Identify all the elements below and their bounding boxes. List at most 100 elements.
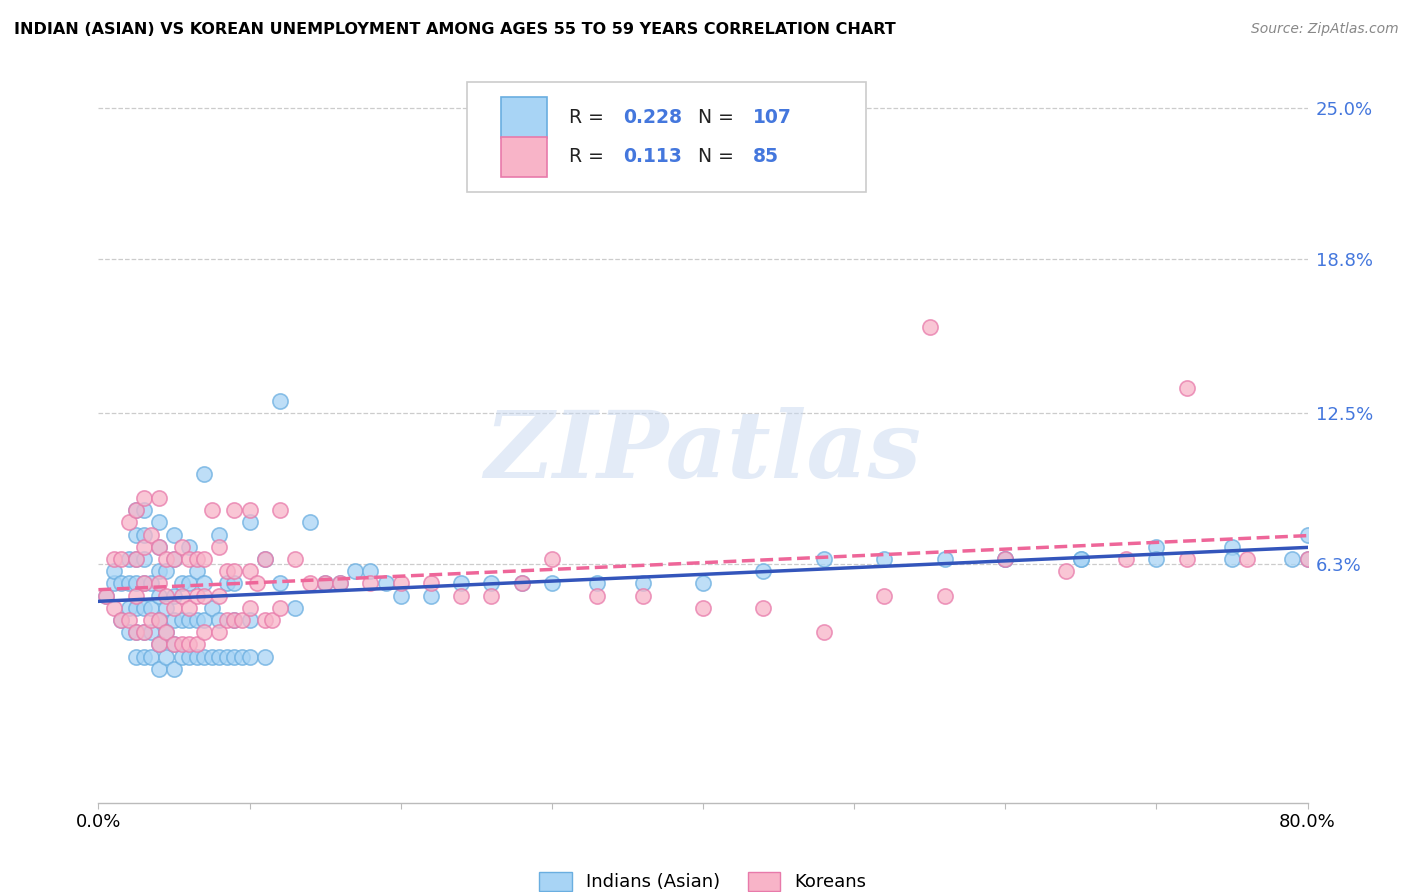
- Point: [1115, 552, 1137, 566]
- Text: ZIPatlas: ZIPatlas: [485, 407, 921, 497]
- Point: [224, 613, 246, 627]
- Point: [94, 589, 117, 603]
- Point: [201, 600, 224, 615]
- Point: [118, 552, 141, 566]
- Text: 0.228: 0.228: [623, 108, 682, 127]
- Point: [1296, 527, 1319, 541]
- Point: [586, 576, 609, 591]
- Point: [163, 637, 186, 651]
- Point: [148, 637, 170, 651]
- Point: [481, 576, 503, 591]
- Point: [118, 600, 141, 615]
- Point: [752, 600, 775, 615]
- Point: [420, 589, 443, 603]
- Point: [125, 503, 148, 517]
- Point: [163, 600, 186, 615]
- Point: [994, 552, 1017, 566]
- Point: [193, 576, 215, 591]
- Point: [125, 552, 148, 566]
- Text: R =: R =: [569, 108, 610, 127]
- Legend: Indians (Asian), Koreans: Indians (Asian), Koreans: [530, 863, 876, 892]
- Point: [1144, 552, 1167, 566]
- Point: [170, 576, 193, 591]
- Point: [179, 552, 201, 566]
- Point: [163, 613, 186, 627]
- Point: [360, 576, 382, 591]
- Point: [201, 649, 224, 664]
- Point: [148, 589, 170, 603]
- Point: [148, 662, 170, 676]
- Point: [253, 552, 276, 566]
- Point: [148, 516, 170, 530]
- Point: [141, 527, 163, 541]
- Point: [118, 613, 141, 627]
- Point: [752, 564, 775, 578]
- Point: [125, 552, 148, 566]
- Point: [148, 576, 170, 591]
- Point: [374, 576, 396, 591]
- Text: 107: 107: [752, 108, 792, 127]
- Point: [239, 564, 262, 578]
- Point: [329, 576, 352, 591]
- Point: [132, 576, 155, 591]
- Point: [239, 649, 262, 664]
- Point: [510, 576, 533, 591]
- Point: [1296, 552, 1319, 566]
- Point: [215, 649, 238, 664]
- Point: [193, 613, 215, 627]
- Point: [163, 552, 186, 566]
- Point: [155, 625, 177, 640]
- Point: [193, 625, 215, 640]
- Point: [481, 589, 503, 603]
- Point: [934, 552, 956, 566]
- Point: [269, 600, 291, 615]
- Text: Source: ZipAtlas.com: Source: ZipAtlas.com: [1251, 22, 1399, 37]
- Point: [193, 589, 215, 603]
- Point: [253, 552, 276, 566]
- Point: [1070, 552, 1092, 566]
- Point: [132, 649, 155, 664]
- Point: [631, 576, 654, 591]
- Point: [125, 600, 148, 615]
- Point: [540, 552, 562, 566]
- Point: [148, 564, 170, 578]
- Point: [224, 649, 246, 664]
- Point: [125, 625, 148, 640]
- Point: [179, 576, 201, 591]
- Point: [329, 576, 352, 591]
- Point: [141, 600, 163, 615]
- Point: [132, 625, 155, 640]
- Point: [125, 576, 148, 591]
- Point: [148, 540, 170, 554]
- Point: [148, 540, 170, 554]
- Point: [118, 625, 141, 640]
- Point: [1175, 552, 1198, 566]
- Point: [179, 600, 201, 615]
- Point: [141, 576, 163, 591]
- Text: INDIAN (ASIAN) VS KOREAN UNEMPLOYMENT AMONG AGES 55 TO 59 YEARS CORRELATION CHAR: INDIAN (ASIAN) VS KOREAN UNEMPLOYMENT AM…: [14, 22, 896, 37]
- Point: [103, 564, 125, 578]
- Point: [155, 649, 177, 664]
- Point: [994, 552, 1017, 566]
- Point: [231, 613, 253, 627]
- Point: [215, 576, 238, 591]
- Point: [224, 613, 246, 627]
- Point: [170, 649, 193, 664]
- Point: [314, 576, 336, 591]
- Point: [125, 503, 148, 517]
- Point: [94, 589, 117, 603]
- Point: [934, 589, 956, 603]
- Point: [179, 637, 201, 651]
- Point: [1144, 540, 1167, 554]
- Point: [170, 637, 193, 651]
- Point: [224, 576, 246, 591]
- Point: [132, 576, 155, 591]
- Point: [179, 649, 201, 664]
- Point: [239, 503, 262, 517]
- Point: [110, 576, 132, 591]
- Text: N =: N =: [699, 108, 740, 127]
- Point: [215, 564, 238, 578]
- Point: [631, 589, 654, 603]
- Point: [141, 649, 163, 664]
- Point: [193, 649, 215, 664]
